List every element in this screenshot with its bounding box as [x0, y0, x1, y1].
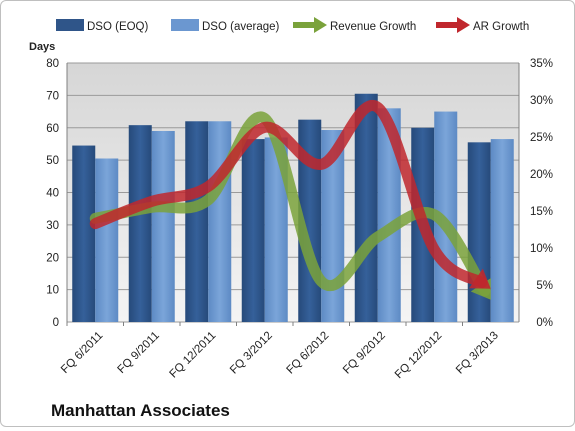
bar-dso-average: [377, 108, 401, 322]
legend-item-revenue-growth: Revenue Growth: [293, 17, 416, 33]
bar-dso-eoq: [241, 139, 265, 322]
y-left-tick-label: 50: [46, 155, 59, 167]
bar-dso-average: [95, 158, 119, 322]
y-left-tick-label: 20: [46, 252, 59, 264]
y-left-tick-label: 10: [46, 285, 59, 297]
bar-dso-average: [151, 130, 175, 322]
y-left-tick-label: 60: [46, 123, 59, 135]
y-right-tick-label: 0%: [536, 317, 553, 329]
y-left-tick-label: 70: [46, 90, 59, 102]
y-right-tick-label: 10%: [530, 243, 553, 255]
x-tick-label: FQ 9/2011: [116, 330, 162, 376]
x-tick-label: FQ 6/2012: [284, 330, 331, 377]
bar-dso-eoq: [72, 145, 96, 322]
legend-label-dso-eoq: DSO (EOQ): [87, 21, 149, 33]
x-tick-label: FQ 3/2012: [228, 330, 275, 377]
y-right-tick-label: 30%: [530, 95, 553, 107]
bar-dso-eoq: [354, 93, 378, 322]
y-right-ticks: 0% 5% 10% 15% 20% 25% 30% 35%: [530, 58, 553, 329]
x-tick-label: FQ 3/2013: [454, 330, 501, 377]
arrowhead-ar-growth: [469, 268, 491, 289]
y-left-tick-label: 30: [46, 220, 59, 232]
legend-label-ar-growth: AR Growth: [473, 21, 529, 33]
y-left-axis-title: Days: [29, 41, 55, 53]
legend-item-dso-eoq: DSO (EOQ): [56, 19, 149, 33]
y-right-tick-label: 5%: [536, 280, 553, 292]
y-left-ticks: 0 10 20 30 40 50 60 70 80: [46, 58, 59, 329]
company-label: Manhattan Associates: [51, 401, 230, 420]
y-right-tick-label: 25%: [530, 132, 553, 144]
lines: [89, 100, 491, 300]
bar-dso-average: [208, 121, 232, 323]
legend-arrow-revenue-growth: [293, 17, 327, 33]
x-tick-label: FQ 9/2012: [341, 330, 388, 377]
x-tick-label: FQ 6/2011: [59, 330, 105, 376]
bar-dso-average: [264, 137, 288, 322]
y-right-tick-label: 15%: [530, 206, 553, 218]
y-left-tick-label: 40: [46, 188, 59, 200]
bar-dso-average: [490, 139, 514, 322]
legend-swatch-dso-average: [171, 19, 199, 31]
bar-dso-eoq: [185, 121, 209, 323]
x-tick-label: FQ 12/2011: [168, 330, 219, 381]
legend-label-revenue-growth: Revenue Growth: [330, 21, 416, 33]
y-right-tick-label: 20%: [530, 169, 553, 181]
x-ticks: FQ 6/2011 FQ 9/2011 FQ 12/2011 FQ 3/2012 FQ …: [59, 322, 501, 381]
legend: DSO (EOQ) DSO (average) Revenue Growth A…: [56, 17, 529, 33]
y-right-tick-label: 35%: [530, 58, 553, 70]
legend-arrow-ar-growth: [436, 17, 470, 33]
line-ar-growth: [89, 100, 488, 289]
y-left-tick-label: 80: [46, 58, 59, 70]
legend-item-dso-average: DSO (average): [171, 19, 280, 33]
legend-swatch-dso-eoq: [56, 19, 84, 31]
bar-dso-eoq: [128, 125, 152, 322]
y-left-tick-label: 0: [53, 317, 59, 329]
legend-item-ar-growth: AR Growth: [436, 17, 529, 33]
legend-label-dso-average: DSO (average): [202, 21, 280, 33]
bar-dso-average: [321, 130, 345, 322]
x-tick-label: FQ 12/2012: [393, 330, 444, 381]
